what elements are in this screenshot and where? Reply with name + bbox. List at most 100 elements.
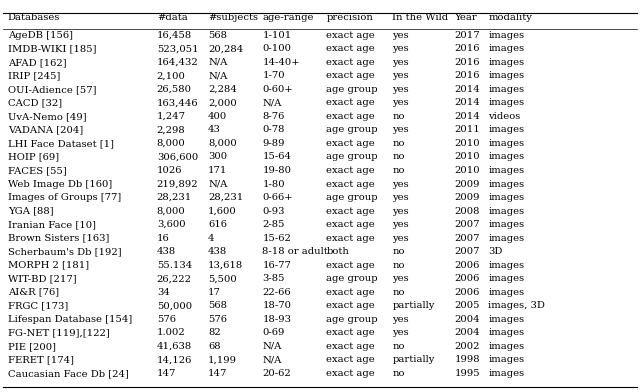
Text: HOIP [69]: HOIP [69] (8, 152, 59, 162)
Text: videos: videos (488, 112, 520, 121)
Text: 2004: 2004 (454, 328, 480, 337)
Text: yes: yes (392, 71, 409, 80)
Text: exact age: exact age (326, 328, 375, 337)
Text: 1-70: 1-70 (262, 71, 285, 80)
Text: 616: 616 (208, 220, 227, 229)
Text: WIT-BD [217]: WIT-BD [217] (8, 274, 76, 283)
Text: AFAD [162]: AFAD [162] (8, 58, 67, 67)
Text: exact age: exact age (326, 301, 375, 310)
Text: #subjects: #subjects (208, 13, 258, 22)
Text: PIE [200]: PIE [200] (8, 342, 56, 351)
Text: 1-80: 1-80 (262, 180, 285, 189)
Text: 2014: 2014 (454, 85, 480, 94)
Text: no: no (392, 139, 405, 148)
Text: 15-62: 15-62 (262, 234, 291, 243)
Text: 8,000: 8,000 (157, 139, 186, 148)
Text: yes: yes (392, 85, 409, 94)
Text: images, 3D: images, 3D (488, 301, 545, 310)
Text: 2010: 2010 (454, 152, 480, 162)
Text: no: no (392, 288, 405, 297)
Text: 26,580: 26,580 (157, 85, 192, 94)
Text: 28,231: 28,231 (208, 193, 243, 202)
Text: yes: yes (392, 207, 409, 216)
Text: no: no (392, 369, 405, 378)
Text: 0-100: 0-100 (262, 44, 291, 53)
Text: images: images (488, 125, 524, 134)
Text: 171: 171 (208, 166, 227, 175)
Text: FACES [55]: FACES [55] (8, 166, 67, 175)
Text: exact age: exact age (326, 261, 375, 270)
Text: 50,000: 50,000 (157, 301, 192, 310)
Text: exact age: exact age (326, 44, 375, 53)
Text: 576: 576 (157, 315, 176, 324)
Text: MORPH 2 [181]: MORPH 2 [181] (8, 261, 89, 270)
Text: 400: 400 (208, 112, 227, 121)
Text: exact age: exact age (326, 166, 375, 175)
Text: both: both (326, 247, 349, 256)
Text: images: images (488, 31, 524, 40)
Text: 82: 82 (208, 328, 221, 337)
Text: 2017: 2017 (454, 31, 480, 40)
Text: images: images (488, 342, 524, 351)
Text: images: images (488, 369, 524, 378)
Text: #data: #data (157, 13, 188, 22)
Text: yes: yes (392, 58, 409, 67)
Text: 523,051: 523,051 (157, 44, 198, 53)
Text: partially: partially (392, 301, 435, 310)
Text: 0-69: 0-69 (262, 328, 285, 337)
Text: age group: age group (326, 125, 378, 134)
Text: 17: 17 (208, 288, 221, 297)
Text: 14-40+: 14-40+ (262, 58, 300, 67)
Text: 16-77: 16-77 (262, 261, 291, 270)
Text: images: images (488, 166, 524, 175)
Text: yes: yes (392, 180, 409, 189)
Text: yes: yes (392, 98, 409, 107)
Text: images: images (488, 180, 524, 189)
Text: 20-62: 20-62 (262, 369, 291, 378)
Text: FG-NET [119],[122]: FG-NET [119],[122] (8, 328, 109, 337)
Text: 147: 147 (208, 369, 227, 378)
Text: 1-101: 1-101 (262, 31, 292, 40)
Text: yes: yes (392, 274, 409, 283)
Text: 28,231: 28,231 (157, 193, 192, 202)
Text: 0-66+: 0-66+ (262, 193, 293, 202)
Text: yes: yes (392, 315, 409, 324)
Text: 8-18 or adult: 8-18 or adult (262, 247, 328, 256)
Text: 8,000: 8,000 (208, 139, 237, 148)
Text: 1998: 1998 (454, 356, 480, 364)
Text: 2006: 2006 (454, 261, 480, 270)
Text: exact age: exact age (326, 207, 375, 216)
Text: Lifespan Database [154]: Lifespan Database [154] (8, 315, 132, 324)
Text: 2,000: 2,000 (208, 98, 237, 107)
Text: 1,600: 1,600 (208, 207, 237, 216)
Text: N/A: N/A (208, 180, 227, 189)
Text: 2008: 2008 (454, 207, 480, 216)
Text: age group: age group (326, 85, 378, 94)
Text: Year: Year (454, 13, 477, 22)
Text: images: images (488, 234, 524, 243)
Text: 2016: 2016 (454, 71, 480, 80)
Text: images: images (488, 44, 524, 53)
Text: partially: partially (392, 356, 435, 364)
Text: yes: yes (392, 220, 409, 229)
Text: N/A: N/A (262, 98, 282, 107)
Text: age group: age group (326, 193, 378, 202)
Text: 41,638: 41,638 (157, 342, 192, 351)
Text: UvA-Nemo [49]: UvA-Nemo [49] (8, 112, 86, 121)
Text: 219,892: 219,892 (157, 180, 198, 189)
Text: 26,222: 26,222 (157, 274, 192, 283)
Text: AI&R [76]: AI&R [76] (8, 288, 59, 297)
Text: images: images (488, 274, 524, 283)
Text: 43: 43 (208, 125, 221, 134)
Text: 2016: 2016 (454, 58, 480, 67)
Text: precision: precision (326, 13, 373, 22)
Text: IRIP [245]: IRIP [245] (8, 71, 60, 80)
Text: 147: 147 (157, 369, 176, 378)
Text: no: no (392, 166, 405, 175)
Text: 2004: 2004 (454, 315, 480, 324)
Text: exact age: exact age (326, 342, 375, 351)
Text: images: images (488, 193, 524, 202)
Text: 2-85: 2-85 (262, 220, 285, 229)
Text: exact age: exact age (326, 58, 375, 67)
Text: yes: yes (392, 193, 409, 202)
